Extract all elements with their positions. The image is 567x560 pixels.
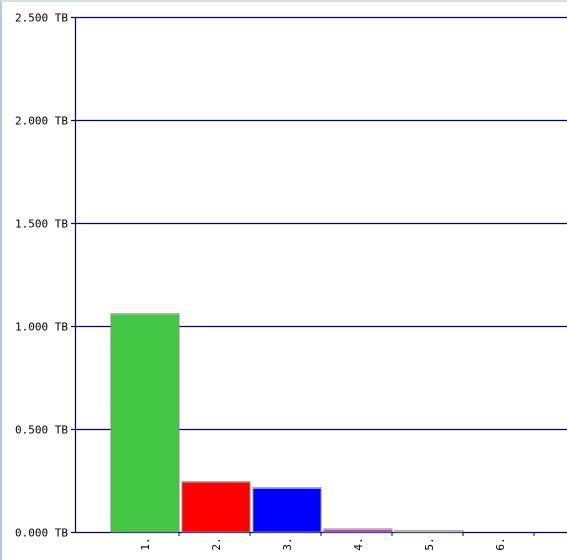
bar-layer <box>110 313 464 533</box>
bar-2 <box>181 481 251 533</box>
x-tick-labels: 1. 2. 3. 4. 5. 6. <box>139 532 535 551</box>
x-tick-label-1: 1. <box>139 537 152 550</box>
x-tick-label-2: 2. <box>210 537 223 550</box>
x-tick-label-5: 5. <box>423 537 436 550</box>
y-tick-label-2: 1.000 TB <box>15 321 68 334</box>
y-tick-label-5: 2.500 TB <box>15 12 68 25</box>
bar-3 <box>252 487 322 533</box>
y-tick-label-3: 1.500 TB <box>15 218 68 231</box>
y-tick-labels: 0.000 TB 0.500 TB 1.000 TB 1.500 TB 2.000 TB… <box>15 12 68 540</box>
x-tick-label-4: 4. <box>352 537 365 550</box>
bar-1 <box>110 313 180 533</box>
y-tick-label-0: 0.000 TB <box>15 527 68 540</box>
y-tick-label-1: 0.500 TB <box>15 424 68 437</box>
x-tick-label-6: 6. <box>494 537 507 550</box>
y-tick-label-4: 2.000 TB <box>15 115 68 128</box>
x-tick-label-3: 3. <box>281 537 294 550</box>
